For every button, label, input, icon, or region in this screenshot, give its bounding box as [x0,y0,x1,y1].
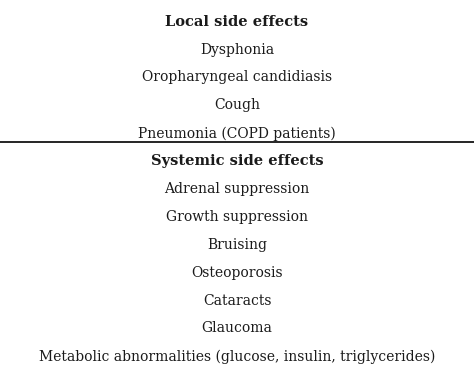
Text: Dysphonia: Dysphonia [200,43,274,57]
Text: Cataracts: Cataracts [203,294,271,308]
Text: Growth suppression: Growth suppression [166,210,308,224]
Text: Pneumonia (COPD patients): Pneumonia (COPD patients) [138,126,336,141]
Text: Oropharyngeal candidiasis: Oropharyngeal candidiasis [142,70,332,84]
Text: Bruising: Bruising [207,238,267,252]
Text: Cough: Cough [214,98,260,112]
Text: Metabolic abnormalities (glucose, insulin, triglycerides): Metabolic abnormalities (glucose, insuli… [39,349,435,364]
Text: Adrenal suppression: Adrenal suppression [164,182,310,196]
Text: Systemic side effects: Systemic side effects [151,154,323,168]
Text: Glaucoma: Glaucoma [201,321,273,335]
Text: Local side effects: Local side effects [165,15,309,29]
Text: Osteoporosis: Osteoporosis [191,266,283,280]
